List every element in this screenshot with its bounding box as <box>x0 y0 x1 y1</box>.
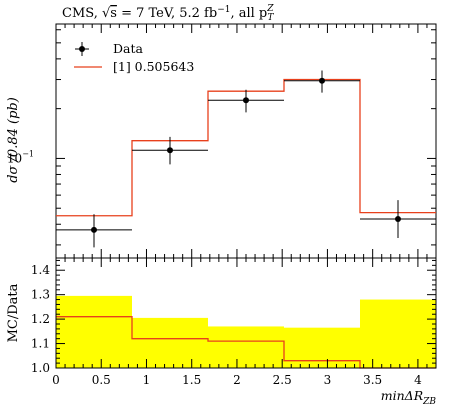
ratio-band-bin <box>360 299 436 368</box>
ratio-uncertainty-band <box>56 295 436 368</box>
data-point-marker <box>91 226 97 233</box>
x-tick-label: 1 <box>143 373 151 387</box>
data-point-marker <box>319 77 325 84</box>
legend-data-label: Data <box>113 41 143 56</box>
ratio-y-ticks: 1.0 1.1 1.2 1.3 1.4 <box>31 259 436 375</box>
ratio-y-tick-label: 1.1 <box>31 337 50 351</box>
data-point <box>132 136 208 165</box>
ratio-band-bin <box>56 295 132 368</box>
data-point <box>284 70 360 93</box>
x-tick-label: 3 <box>324 373 332 387</box>
main-y-ticks: 10−1 <box>7 29 436 246</box>
x-tick-label: 1.5 <box>182 373 201 387</box>
data-point <box>208 89 284 113</box>
ratio-band-bin <box>208 326 284 368</box>
x-tick-label: 2 <box>233 373 241 387</box>
x-tick-label: 2.5 <box>273 373 292 387</box>
ratio-y-tick-label: 1.0 <box>31 361 50 375</box>
data-point-marker <box>243 97 249 104</box>
x-axis-label: minΔRZB <box>381 388 437 407</box>
main-y-tick-label: 10−1 <box>7 149 34 165</box>
x-tick-label: 4 <box>414 373 422 387</box>
legend: Data [1] 0.505643 <box>74 41 194 74</box>
data-point-marker <box>395 216 401 223</box>
ratio-x-ticks: 0 0.5 1 1.5 2 2.5 3 3.5 4 <box>52 258 437 387</box>
x-tick-label: 0.5 <box>92 373 111 387</box>
ratio-panel: 1.0 1.1 1.2 1.3 1.4 0 0.5 1 1.5 2 2.5 3 3.5 4 MC/Dat… <box>6 257 437 387</box>
ratio-y-tick-label: 1.3 <box>31 288 50 302</box>
main-panel: 10−1 Data [1] 0.505643 dσ /0.84 (pb) <box>6 23 437 259</box>
chart-title: CMS, √s = 7 TeV, 5.2 fb−1, all pZ T <box>62 4 275 23</box>
x-tick-label: 0 <box>52 373 60 387</box>
data-point <box>360 200 436 239</box>
data-point <box>56 214 132 248</box>
main-plot-area <box>56 70 436 248</box>
ratio-band-bin <box>284 327 360 368</box>
ratio-band-bin <box>132 317 208 368</box>
ratio-y-tick-label: 1.4 <box>31 263 50 277</box>
ratio-y-axis-label: MC/Data <box>6 283 21 342</box>
legend-data-marker <box>79 46 85 52</box>
x-tick-label: 3.5 <box>363 373 382 387</box>
main-y-axis-label: dσ /0.84 (pb) <box>6 97 21 183</box>
ratio-plot-area <box>56 316 436 369</box>
legend-mc-label: [1] 0.505643 <box>113 59 194 74</box>
ratio-y-tick-label: 1.2 <box>31 312 50 326</box>
main-x-ticks <box>55 24 437 258</box>
data-point-marker <box>167 147 173 154</box>
ratio-mc-line <box>56 316 436 369</box>
